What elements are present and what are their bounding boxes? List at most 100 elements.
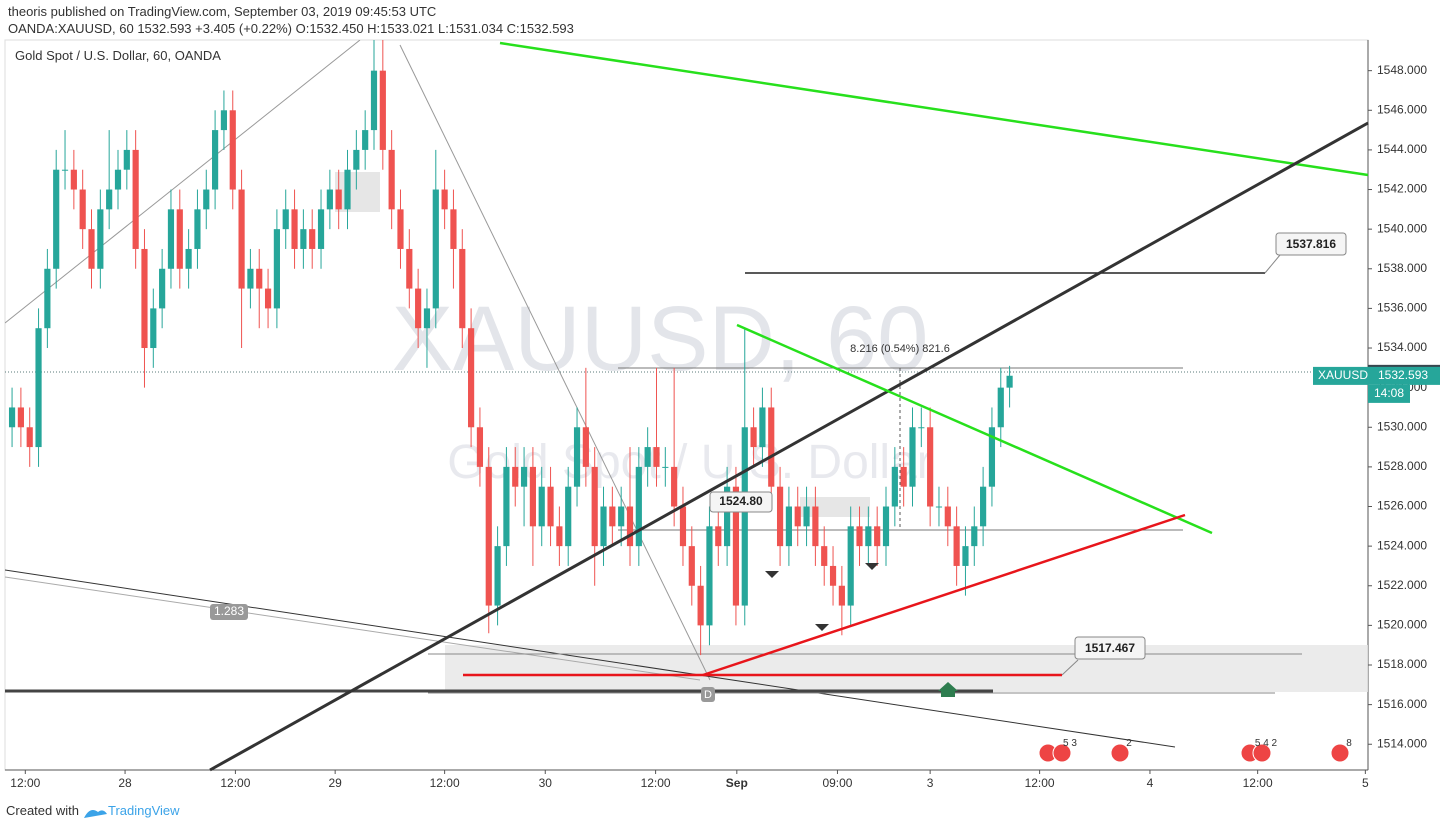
candle-body bbox=[662, 466, 669, 468]
candle-body bbox=[1006, 375, 1013, 388]
candle-body bbox=[97, 209, 104, 269]
candle-body bbox=[909, 427, 916, 487]
candle-body bbox=[326, 189, 333, 210]
candle-body bbox=[794, 506, 801, 527]
x-tick-label: 28 bbox=[118, 776, 132, 790]
candle-body bbox=[582, 427, 589, 467]
candle-body bbox=[741, 427, 748, 606]
event-count: 2 bbox=[1126, 738, 1132, 749]
y-tick-label: 1534.000 bbox=[1377, 340, 1427, 354]
candle-body bbox=[724, 486, 731, 547]
candle-body bbox=[494, 546, 501, 606]
event-icon bbox=[1110, 743, 1130, 763]
candle-body bbox=[671, 466, 678, 507]
candle-body bbox=[379, 70, 386, 150]
candle-body bbox=[264, 288, 272, 309]
y-tick-label: 1544.000 bbox=[1377, 142, 1427, 156]
candle-body bbox=[732, 486, 740, 606]
event-icon bbox=[1330, 743, 1350, 763]
candle-body bbox=[132, 149, 139, 249]
watermark-sub: Gold Spot / U.S. Dollar bbox=[447, 436, 933, 489]
candle-body bbox=[591, 466, 598, 547]
candle-body bbox=[891, 466, 898, 507]
candle-body bbox=[476, 427, 484, 467]
candle-body bbox=[291, 209, 298, 249]
candle-body bbox=[547, 486, 554, 527]
level-label: 1517.467 bbox=[1085, 641, 1135, 655]
candle-body bbox=[353, 149, 360, 170]
candle-body bbox=[918, 427, 925, 429]
y-tick-label: 1530.000 bbox=[1377, 419, 1427, 433]
callout bbox=[1264, 254, 1281, 274]
candle-body bbox=[388, 149, 395, 210]
x-tick-label: 30 bbox=[539, 776, 553, 790]
candle-body bbox=[26, 427, 33, 448]
zone bbox=[335, 172, 380, 212]
candle-body bbox=[803, 506, 810, 527]
candle-body bbox=[635, 466, 642, 547]
label-box bbox=[1275, 232, 1347, 256]
candle-body bbox=[344, 169, 351, 210]
x-tick-label: 12:00 bbox=[10, 776, 40, 790]
publisher: theoris published on TradingView.com, Se… bbox=[8, 4, 436, 19]
symbol-label: XAUUSD bbox=[1318, 368, 1368, 382]
symbol-box bbox=[1313, 366, 1368, 385]
footer-created: Created with bbox=[6, 803, 79, 818]
logo bbox=[84, 810, 107, 818]
pivot-label: D bbox=[704, 689, 712, 701]
candle-body bbox=[397, 209, 404, 249]
plot-area: XAUUSD, 60 Gold Spot / U.S. Dollar bbox=[5, 40, 1368, 748]
candle-body bbox=[8, 407, 16, 428]
trend-line bbox=[5, 569, 1176, 748]
candle-body bbox=[900, 466, 907, 487]
candle-body bbox=[468, 328, 475, 428]
marker bbox=[938, 682, 958, 697]
x-tick-label: 29 bbox=[328, 776, 342, 790]
x-tick-label: Sep bbox=[726, 776, 748, 790]
event-count: 5 4 2 bbox=[1255, 738, 1278, 749]
footer-brand: TradingView bbox=[108, 803, 180, 818]
price-box bbox=[1368, 366, 1440, 385]
candle-body bbox=[441, 189, 448, 210]
candle-body bbox=[935, 506, 943, 508]
marker bbox=[815, 624, 829, 631]
candle-body bbox=[176, 209, 183, 269]
candle-body bbox=[538, 486, 545, 527]
candle-body bbox=[335, 189, 342, 210]
candle-body bbox=[980, 486, 987, 527]
chart-title: Gold Spot / U.S. Dollar, 60, OANDA bbox=[15, 48, 221, 63]
candle-body bbox=[150, 308, 157, 349]
candle-body bbox=[141, 248, 148, 349]
candle-body bbox=[971, 526, 978, 547]
y-tick-label: 1546.000 bbox=[1377, 102, 1427, 116]
candle-body bbox=[35, 328, 42, 448]
candle-body bbox=[715, 526, 722, 547]
candle-body bbox=[203, 189, 210, 210]
candle-body bbox=[953, 526, 960, 566]
candle-body bbox=[159, 268, 166, 309]
channel-line bbox=[499, 41, 1369, 177]
y-tick-label: 1522.000 bbox=[1377, 578, 1427, 592]
candle-body bbox=[317, 209, 325, 249]
support-trend bbox=[702, 513, 1186, 677]
event-count: 8 bbox=[1346, 738, 1352, 749]
trend-line bbox=[5, 40, 361, 324]
candle-body bbox=[88, 229, 95, 269]
marker bbox=[865, 563, 879, 570]
trend-line bbox=[5, 576, 701, 681]
candle-body bbox=[573, 427, 581, 487]
triangle-line bbox=[736, 323, 1213, 535]
label-box bbox=[709, 491, 773, 513]
x-tick-label: 12:00 bbox=[430, 776, 460, 790]
candle-body bbox=[988, 427, 996, 487]
candle-body bbox=[70, 169, 77, 190]
candle-body bbox=[927, 427, 934, 507]
candle-body bbox=[829, 565, 837, 586]
candle-body bbox=[123, 149, 130, 170]
y-tick-label: 1516.000 bbox=[1377, 697, 1427, 711]
candle-body bbox=[838, 585, 845, 606]
candle-body bbox=[256, 268, 263, 289]
measure-label: 8.216 (0.54%) 821.6 bbox=[850, 343, 950, 355]
candle-body bbox=[944, 506, 951, 527]
